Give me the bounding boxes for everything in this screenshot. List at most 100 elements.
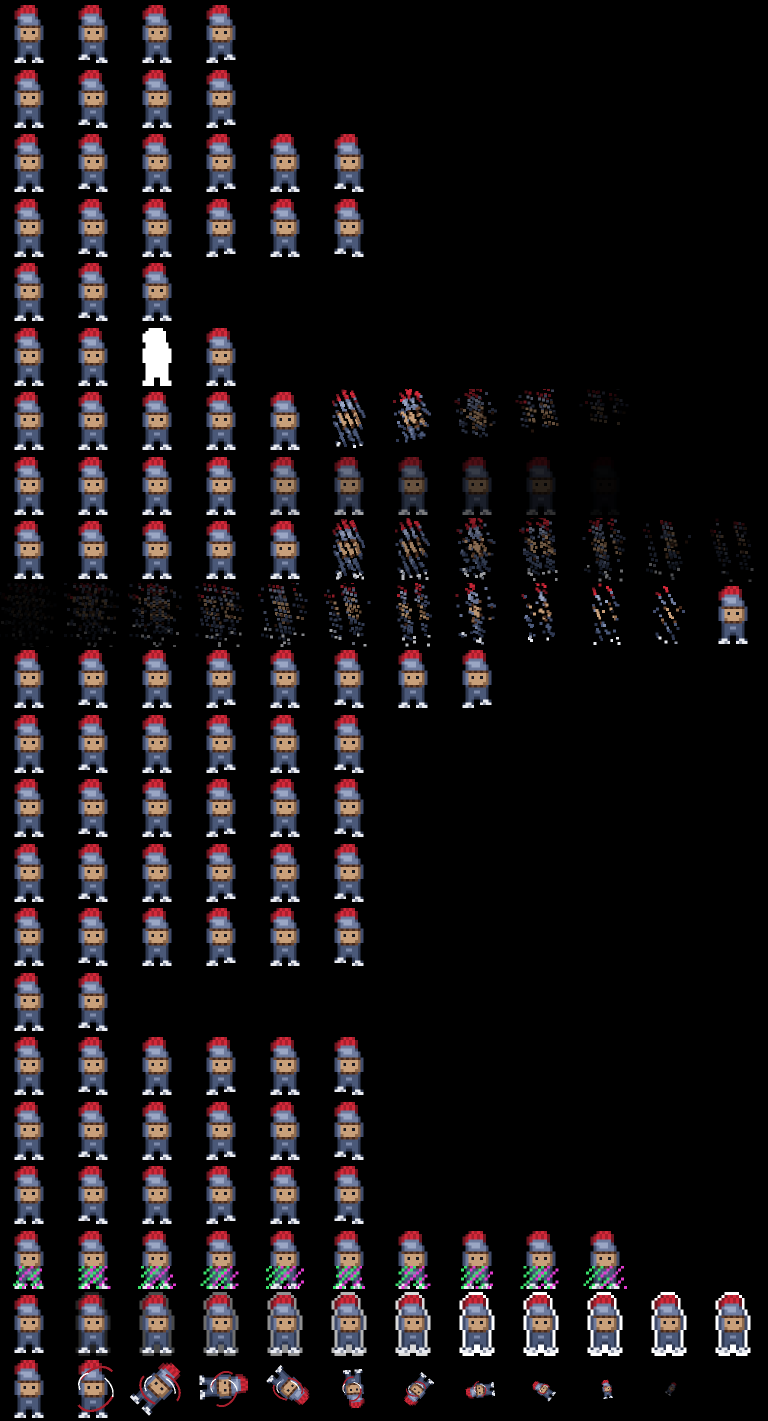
sprite-frame-disintegrate-3[interactable]	[192, 389, 256, 453]
sprite-frame-dissolve-8[interactable]	[512, 518, 576, 582]
sprite-frame-attack-c-2[interactable]	[128, 1163, 192, 1227]
sprite-frame-vortex-spin-2[interactable]	[128, 1357, 192, 1421]
sprite-frame-walk-b-3[interactable]	[192, 712, 256, 776]
sprite-frame-walk-b-0[interactable]	[0, 712, 64, 776]
sprite-frame-dissolve-11[interactable]	[704, 518, 768, 582]
sprite-frame-walk-d-0[interactable]	[0, 841, 64, 905]
sprite-frame-walk-d-5[interactable]	[320, 841, 384, 905]
sprite-frame-fade-dark-0[interactable]	[0, 454, 64, 518]
sprite-frame-vortex-spin-7[interactable]	[448, 1357, 512, 1421]
sprite-frame-dissolve-5[interactable]	[320, 518, 384, 582]
sprite-frame-hit-flash-2[interactable]	[128, 325, 192, 389]
sprite-frame-attack-a-2[interactable]	[128, 1034, 192, 1098]
sprite-frame-dissolve-2[interactable]	[128, 518, 192, 582]
sprite-frame-outline-pulse-9[interactable]	[576, 1292, 640, 1356]
sprite-frame-disintegrate-1[interactable]	[64, 389, 128, 453]
sprite-frame-vortex-spin-5[interactable]	[320, 1357, 384, 1421]
sprite-frame-vortex-spin-3[interactable]	[192, 1357, 256, 1421]
sprite-frame-idle-c-3[interactable]	[192, 131, 256, 195]
sprite-frame-walk-e-4[interactable]	[256, 905, 320, 969]
sprite-frame-outline-pulse-7[interactable]	[448, 1292, 512, 1356]
sprite-frame-attack-b-1[interactable]	[64, 1099, 128, 1163]
sprite-frame-materialize-6[interactable]	[384, 583, 448, 647]
sprite-frame-disintegrate-8[interactable]	[512, 389, 576, 453]
sprite-frame-idle-c-1[interactable]	[64, 131, 128, 195]
sprite-frame-glitch-3[interactable]	[192, 1228, 256, 1292]
sprite-frame-walk-e-5[interactable]	[320, 905, 384, 969]
sprite-frame-idle-b-0[interactable]	[0, 67, 64, 131]
sprite-frame-idle-a-2[interactable]	[128, 2, 192, 66]
sprite-frame-walk-a-4[interactable]	[256, 647, 320, 711]
sprite-frame-outline-pulse-1[interactable]	[64, 1292, 128, 1356]
sprite-frame-walk-c-4[interactable]	[256, 776, 320, 840]
sprite-frame-walk-c-5[interactable]	[320, 776, 384, 840]
sprite-frame-outline-pulse-5[interactable]	[320, 1292, 384, 1356]
sprite-frame-walk-e-3[interactable]	[192, 905, 256, 969]
sprite-frame-disintegrate-6[interactable]	[384, 389, 448, 453]
sprite-frame-materialize-9[interactable]	[576, 583, 640, 647]
sprite-frame-attack-b-4[interactable]	[256, 1099, 320, 1163]
sprite-frame-attack-c-0[interactable]	[0, 1163, 64, 1227]
sprite-frame-attack-a-3[interactable]	[192, 1034, 256, 1098]
sprite-frame-idle-e-2[interactable]	[128, 260, 192, 324]
sprite-frame-idle-d-0[interactable]	[0, 196, 64, 260]
sprite-frame-idle-a-0[interactable]	[0, 2, 64, 66]
sprite-frame-walk-a-0[interactable]	[0, 647, 64, 711]
sprite-frame-attack-c-1[interactable]	[64, 1163, 128, 1227]
sprite-frame-glitch-5[interactable]	[320, 1228, 384, 1292]
sprite-frame-idle-a-1[interactable]	[64, 2, 128, 66]
sprite-frame-disintegrate-7[interactable]	[448, 389, 512, 453]
sprite-frame-idle-b-1[interactable]	[64, 67, 128, 131]
sprite-frame-walk-b-2[interactable]	[128, 712, 192, 776]
sprite-frame-walk-e-2[interactable]	[128, 905, 192, 969]
sprite-frame-walk-a-6[interactable]	[384, 647, 448, 711]
sprite-frame-idle-d-4[interactable]	[256, 196, 320, 260]
sprite-frame-vortex-spin-0[interactable]	[0, 1357, 64, 1421]
sprite-frame-disintegrate-4[interactable]	[256, 389, 320, 453]
sprite-frame-dissolve-0[interactable]	[0, 518, 64, 582]
sprite-frame-idle-a-3[interactable]	[192, 2, 256, 66]
sprite-frame-disintegrate-5[interactable]	[320, 389, 384, 453]
sprite-frame-idle-b-3[interactable]	[192, 67, 256, 131]
sprite-frame-materialize-3[interactable]	[192, 583, 256, 647]
sprite-frame-dissolve-1[interactable]	[64, 518, 128, 582]
sprite-frame-walk-d-4[interactable]	[256, 841, 320, 905]
sprite-frame-walk-e-1[interactable]	[64, 905, 128, 969]
sprite-frame-fade-dark-9[interactable]	[576, 454, 640, 518]
sprite-frame-attack-a-5[interactable]	[320, 1034, 384, 1098]
sprite-frame-disintegrate-9[interactable]	[576, 389, 640, 453]
sprite-frame-fade-dark-3[interactable]	[192, 454, 256, 518]
sprite-frame-idle-c-4[interactable]	[256, 131, 320, 195]
sprite-frame-dissolve-10[interactable]	[640, 518, 704, 582]
sprite-frame-walk-f-0[interactable]	[0, 970, 64, 1034]
sprite-frame-dissolve-6[interactable]	[384, 518, 448, 582]
sprite-frame-materialize-4[interactable]	[256, 583, 320, 647]
sprite-frame-walk-d-1[interactable]	[64, 841, 128, 905]
sprite-frame-hit-flash-3[interactable]	[192, 325, 256, 389]
sprite-frame-walk-e-0[interactable]	[0, 905, 64, 969]
sprite-frame-idle-c-2[interactable]	[128, 131, 192, 195]
sprite-frame-idle-d-5[interactable]	[320, 196, 384, 260]
sprite-frame-disintegrate-2[interactable]	[128, 389, 192, 453]
sprite-frame-walk-a-3[interactable]	[192, 647, 256, 711]
sprite-frame-attack-b-2[interactable]	[128, 1099, 192, 1163]
sprite-frame-hit-flash-1[interactable]	[64, 325, 128, 389]
sprite-frame-attack-b-5[interactable]	[320, 1099, 384, 1163]
sprite-frame-walk-a-1[interactable]	[64, 647, 128, 711]
sprite-frame-outline-pulse-0[interactable]	[0, 1292, 64, 1356]
sprite-frame-dissolve-4[interactable]	[256, 518, 320, 582]
sprite-frame-fade-dark-1[interactable]	[64, 454, 128, 518]
sprite-frame-outline-pulse-2[interactable]	[128, 1292, 192, 1356]
sprite-frame-walk-d-2[interactable]	[128, 841, 192, 905]
sprite-frame-fade-dark-8[interactable]	[512, 454, 576, 518]
sprite-frame-fade-dark-5[interactable]	[320, 454, 384, 518]
sprite-frame-walk-d-3[interactable]	[192, 841, 256, 905]
sprite-frame-hit-flash-0[interactable]	[0, 325, 64, 389]
sprite-frame-attack-a-0[interactable]	[0, 1034, 64, 1098]
sprite-frame-glitch-4[interactable]	[256, 1228, 320, 1292]
sprite-frame-walk-a-5[interactable]	[320, 647, 384, 711]
sprite-frame-materialize-2[interactable]	[128, 583, 192, 647]
sprite-frame-vortex-spin-1[interactable]	[64, 1357, 128, 1421]
sprite-frame-fade-dark-4[interactable]	[256, 454, 320, 518]
sprite-frame-walk-b-5[interactable]	[320, 712, 384, 776]
